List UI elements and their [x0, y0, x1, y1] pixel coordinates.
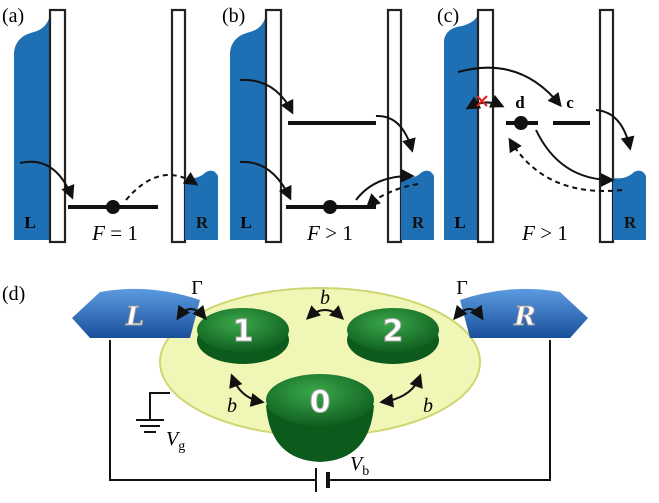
reservoir-label: L [454, 213, 465, 232]
lead-label: R [513, 302, 536, 332]
coupling-label: b [227, 395, 237, 417]
panel-c: (c) L R d c F > 1 [437, 5, 646, 245]
reservoir-label: R [624, 213, 637, 232]
reservoir-label: R [196, 213, 209, 232]
panel-label: (b) [222, 5, 245, 27]
caption: F > 1 [306, 221, 353, 245]
dot-label: 0 [310, 385, 331, 420]
dot-label: 2 [383, 314, 404, 349]
panel-a: (a) L R F = 1 [2, 5, 218, 245]
lead-label: L [125, 302, 144, 332]
panel-d: (d) L R 1 2 0 Γ Γ b b b Vg Vb [2, 277, 588, 492]
dot-label: 1 [233, 314, 254, 349]
level-label: d [515, 93, 525, 112]
caption: F = 1 [91, 221, 138, 245]
panel-label: (a) [2, 5, 24, 27]
tunneling-label: Γ [456, 277, 468, 299]
panel-label: (c) [437, 5, 459, 27]
tunneling-label: Γ [191, 277, 203, 299]
bias-voltage: Vb [350, 453, 369, 479]
figure: (a) L R F = 1 (b) L R F > 1 (c) L R d c … [0, 0, 659, 503]
gate-voltage: Vg [166, 428, 185, 454]
reservoir-label: L [24, 213, 35, 232]
level-label: c [566, 93, 574, 112]
reservoir-label: L [240, 213, 251, 232]
caption: F > 1 [521, 221, 568, 245]
reservoir-label: R [412, 213, 425, 232]
coupling-label: b [423, 395, 433, 417]
coupling-label: b [320, 287, 330, 309]
panel-label: (d) [2, 283, 25, 305]
panel-b: (b) L R F > 1 [222, 5, 434, 245]
